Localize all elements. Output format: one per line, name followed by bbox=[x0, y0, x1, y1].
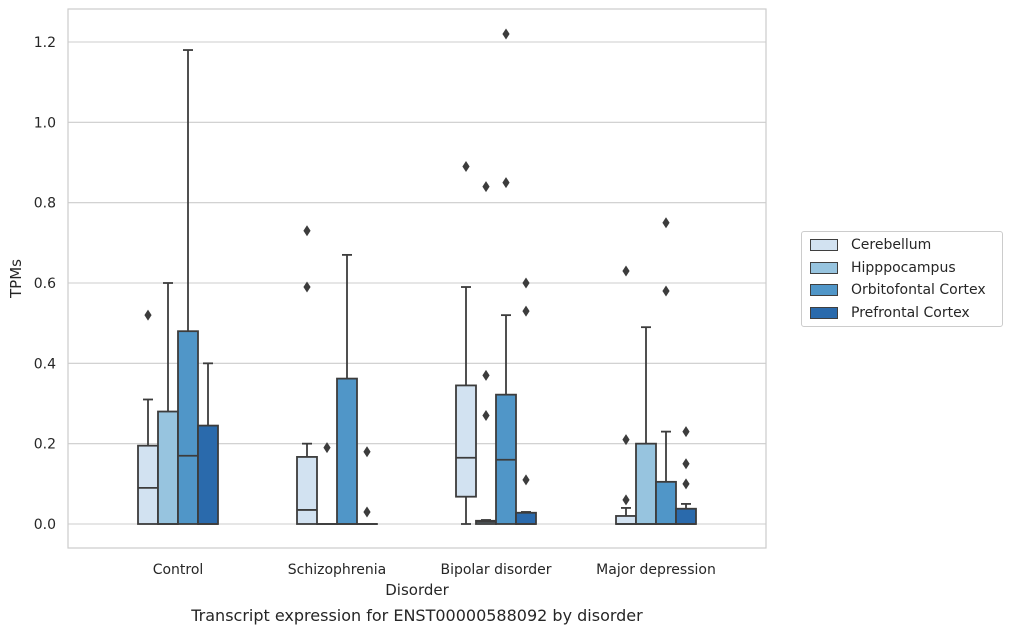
x-tick-label: Schizophrenia bbox=[288, 562, 386, 578]
plot-marks bbox=[137, 28, 697, 525]
outlier-point bbox=[303, 281, 311, 293]
box-iqr bbox=[296, 456, 318, 525]
box-cerebellum-control bbox=[137, 309, 159, 525]
legend-label-prefrontal-cortex: Prefrontal Cortex bbox=[851, 305, 970, 321]
box-iqr bbox=[635, 442, 657, 525]
legend-label-cerebellum: Cerebellum bbox=[851, 237, 932, 253]
legend-label-orbitofrontal-cortex: Orbitofontal Cortex bbox=[851, 282, 986, 298]
outlier-point bbox=[662, 217, 670, 229]
y-tick-label: 0.2 bbox=[34, 437, 56, 453]
legend-swatch-cerebellum bbox=[810, 239, 838, 251]
outlier-point bbox=[363, 446, 371, 458]
outlier-point bbox=[662, 285, 670, 297]
legend-swatch-prefrontal-cortex bbox=[810, 307, 838, 319]
outlier-point bbox=[522, 305, 530, 317]
legend-item-prefrontal-cortex: Prefrontal Cortex bbox=[810, 303, 970, 323]
box-cerebellum-bipolar-disorder bbox=[455, 161, 477, 525]
outlier-point bbox=[303, 225, 311, 237]
box-hipppocampus-schizophrenia bbox=[316, 442, 338, 525]
outlier-point bbox=[482, 410, 490, 422]
box-hipppocampus-major-depression bbox=[635, 326, 657, 525]
y-tick-label: 1.2 bbox=[34, 35, 56, 51]
outlier-point bbox=[682, 478, 690, 490]
box-orbitofontal-cortex-schizophrenia bbox=[336, 253, 358, 525]
outlier-point bbox=[682, 426, 690, 438]
legend-item-cerebellum: Cerebellum bbox=[810, 235, 931, 255]
y-tick-label: 0.4 bbox=[34, 356, 56, 372]
y-axis-label: TPMs bbox=[7, 259, 25, 299]
legend: Cerebellum Hipppocampus Orbitofontal Cor… bbox=[801, 231, 1003, 327]
box-iqr bbox=[177, 330, 199, 525]
outlier-point bbox=[144, 309, 152, 321]
box-iqr bbox=[336, 377, 358, 525]
box-iqr bbox=[157, 410, 179, 525]
box-iqr bbox=[615, 515, 637, 525]
outlier-point bbox=[363, 506, 371, 518]
box-iqr bbox=[197, 424, 219, 525]
outlier-point bbox=[482, 369, 490, 381]
box-iqr bbox=[137, 444, 159, 525]
y-tick-labels: 0.0 0.2 0.4 0.6 0.8 1.0 1.2 bbox=[34, 35, 56, 533]
outlier-point bbox=[522, 277, 530, 289]
outlier-point bbox=[462, 161, 470, 173]
y-tick-label: 0.0 bbox=[34, 517, 56, 533]
x-tick-label: Bipolar disorder bbox=[440, 562, 551, 578]
box-orbitofontal-cortex-bipolar-disorder bbox=[495, 28, 517, 525]
outlier-point bbox=[522, 474, 530, 486]
y-tick-label: 0.8 bbox=[34, 196, 56, 212]
figure-caption: Transcript expression for ENST0000058809… bbox=[191, 606, 643, 625]
outlier-point bbox=[622, 265, 630, 277]
outlier-point bbox=[502, 28, 510, 40]
box-prefrontal-cortex-schizophrenia bbox=[356, 446, 378, 525]
box-prefrontal-cortex-bipolar-disorder bbox=[515, 277, 537, 525]
box-iqr bbox=[455, 384, 477, 498]
y-tick-label: 0.6 bbox=[34, 276, 56, 292]
box-iqr bbox=[515, 511, 537, 525]
legend-swatch-hippocampus bbox=[810, 262, 838, 274]
x-axis-label: Disorder bbox=[385, 581, 449, 599]
x-tick-label: Major depression bbox=[596, 562, 716, 578]
legend-item-orbitofrontal-cortex: Orbitofontal Cortex bbox=[810, 280, 986, 300]
outlier-point bbox=[682, 458, 690, 470]
box-cerebellum-schizophrenia bbox=[296, 225, 318, 525]
box-iqr bbox=[675, 507, 697, 525]
y-tick-label: 1.0 bbox=[34, 115, 56, 131]
x-tick-labels: Control Schizophrenia Bipolar disorder Majo… bbox=[153, 562, 716, 578]
outlier-point bbox=[622, 434, 630, 446]
box-orbitofontal-cortex-major-depression bbox=[655, 217, 677, 525]
box-orbitofontal-cortex-control bbox=[177, 49, 199, 525]
plot-frame bbox=[67, 8, 767, 549]
box-prefrontal-cortex-control bbox=[197, 362, 219, 525]
outlier-point bbox=[622, 494, 630, 506]
outlier-point bbox=[502, 177, 510, 189]
box-hipppocampus-bipolar-disorder bbox=[475, 181, 497, 525]
outlier-point bbox=[482, 181, 490, 193]
box-cerebellum-major-depression bbox=[615, 265, 637, 525]
box-iqr bbox=[655, 480, 677, 525]
x-tick-label: Control bbox=[153, 562, 204, 578]
legend-label-hippocampus: Hipppocampus bbox=[851, 260, 956, 276]
outlier-point bbox=[323, 442, 331, 454]
box-hipppocampus-control bbox=[157, 282, 179, 525]
legend-item-hippocampus: Hipppocampus bbox=[810, 258, 956, 278]
legend-swatch-orbitofrontal-cortex bbox=[810, 284, 838, 296]
box-prefrontal-cortex-major-depression bbox=[675, 426, 697, 525]
